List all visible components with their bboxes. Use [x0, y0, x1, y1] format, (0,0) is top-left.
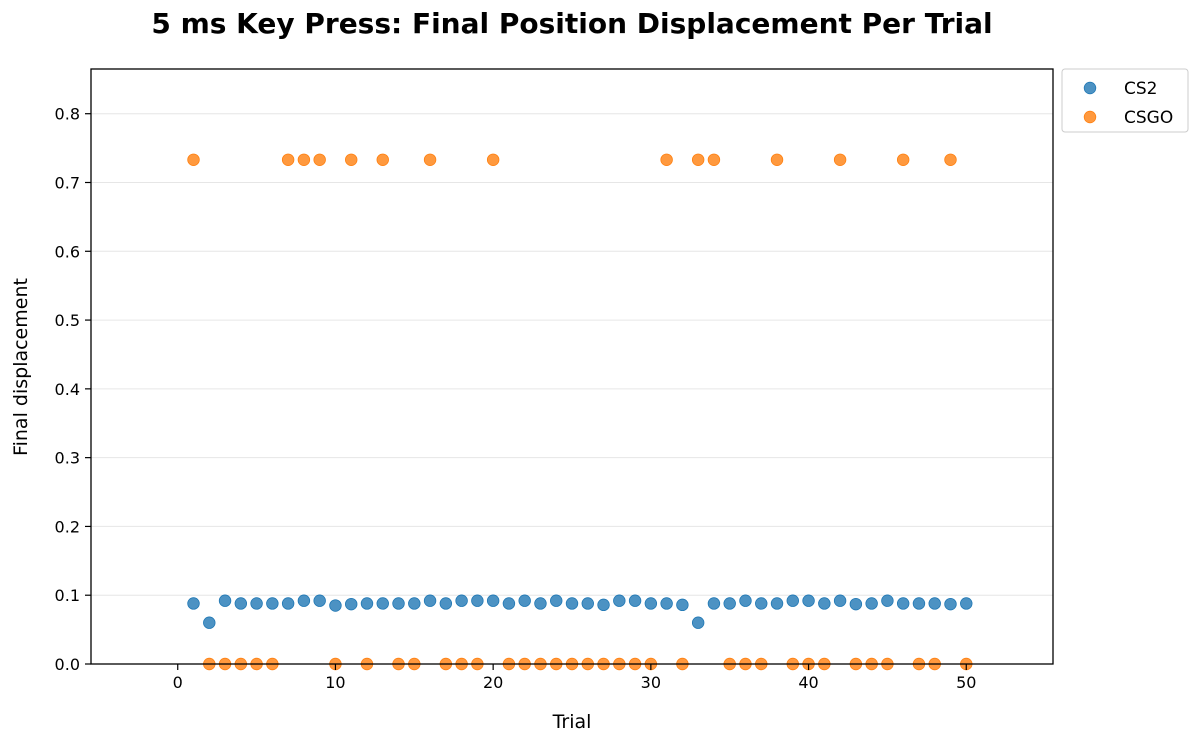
plot-area-frame: [90, 68, 1054, 665]
x-axis-ticks: 0 10 20 30 40 50: [173, 664, 976, 692]
data-point-cs2: [786, 594, 799, 607]
data-point-csgo: [833, 153, 847, 166]
data-point-cs2: [770, 597, 784, 610]
data-point-cs2: [423, 594, 437, 607]
data-point-csgo: [944, 153, 957, 166]
data-point-cs2: [881, 594, 894, 607]
data-point-cs2: [534, 597, 547, 610]
data-point-cs2: [281, 597, 295, 610]
data-point-csgo: [660, 153, 673, 166]
x-tick-label: 0: [173, 673, 183, 692]
data-point-cs2: [297, 594, 311, 607]
y-tick-label: 0.7: [55, 173, 80, 192]
data-point-cs2: [250, 597, 263, 610]
y-tick-label: 0.4: [55, 380, 80, 399]
data-point-cs2: [360, 597, 374, 610]
legend: CS2 CSGO: [1061, 68, 1189, 133]
data-point-csgo: [707, 153, 721, 166]
data-point-cs2: [644, 597, 658, 610]
data-point-cs2: [392, 597, 405, 610]
data-point-cs2: [833, 594, 847, 607]
data-point-csgo: [896, 153, 910, 166]
data-point-csgo: [187, 153, 200, 166]
data-point-cs2: [755, 597, 768, 610]
data-point-cs2: [471, 594, 484, 607]
data-point-cs2: [408, 597, 421, 610]
y-tick-label: 0.3: [55, 449, 80, 468]
chart-title: 5 ms Key Press: Final Position Displacem…: [151, 7, 992, 40]
legend-label-cs2: CS2: [1124, 79, 1157, 99]
legend-marker-csgo: [1083, 110, 1097, 124]
data-point-cs2: [739, 594, 752, 607]
y-tick-label: 0.2: [55, 517, 80, 536]
data-point-cs2: [486, 594, 500, 607]
data-point-csgo: [770, 153, 784, 166]
data-point-csgo: [423, 153, 437, 166]
y-axis-ticks: 0.0 0.1 0.2 0.3 0.4 0.5 0.6 0.7 0.8: [55, 105, 91, 674]
data-point-cs2: [502, 597, 516, 610]
y-tick-label: 0.6: [55, 242, 80, 261]
y-tick-label: 0.0: [55, 655, 80, 674]
y-tick-label: 0.5: [55, 311, 80, 330]
x-tick-label: 30: [641, 673, 661, 692]
x-tick-label: 10: [325, 673, 345, 692]
grid-lines: [91, 113, 1053, 596]
data-point-csgo: [345, 153, 358, 166]
data-point-cs2: [723, 597, 736, 610]
data-point-cs2: [802, 594, 815, 607]
legend-label-csgo: CSGO: [1124, 108, 1173, 128]
data-point-cs2: [187, 597, 200, 610]
data-point-cs2: [597, 598, 610, 612]
data-point-cs2: [896, 597, 910, 610]
y-axis-label: Final displacement: [10, 278, 32, 456]
data-point-csgo: [297, 153, 311, 166]
data-point-cs2: [676, 598, 689, 612]
data-point-cs2: [329, 599, 342, 612]
data-point-cs2: [218, 594, 232, 607]
data-point-cs2: [818, 597, 831, 610]
data-point-cs2: [565, 597, 579, 610]
x-tick-label: 20: [483, 673, 503, 692]
data-point-cs2: [345, 597, 358, 611]
x-axis-label: Trial: [552, 711, 592, 733]
data-point-cs2: [628, 594, 642, 607]
data-points: [187, 153, 973, 671]
data-point-cs2: [266, 597, 279, 610]
data-point-cs2: [928, 597, 941, 610]
data-point-cs2: [660, 597, 673, 610]
data-point-cs2: [203, 616, 216, 629]
data-point-cs2: [944, 597, 957, 611]
data-point-csgo: [313, 153, 326, 166]
data-point-cs2: [313, 594, 326, 607]
x-tick-label: 40: [798, 673, 818, 692]
data-point-cs2: [849, 597, 863, 611]
data-point-cs2: [613, 594, 626, 607]
data-point-cs2: [960, 597, 973, 610]
data-point-cs2: [691, 616, 705, 629]
data-point-cs2: [234, 597, 248, 610]
data-point-cs2: [912, 597, 926, 610]
data-point-csgo: [691, 153, 705, 166]
data-point-cs2: [550, 594, 563, 607]
data-point-csgo: [376, 153, 389, 166]
data-point-csgo: [486, 153, 500, 166]
data-point-cs2: [439, 597, 453, 610]
data-point-csgo: [281, 153, 295, 166]
data-point-cs2: [518, 594, 531, 607]
data-point-cs2: [455, 594, 468, 607]
data-point-cs2: [376, 597, 389, 610]
data-point-cs2: [581, 597, 594, 610]
y-tick-label: 0.1: [55, 586, 80, 605]
legend-marker-cs2: [1083, 81, 1097, 95]
y-tick-label: 0.8: [55, 105, 80, 124]
data-point-cs2: [865, 597, 878, 610]
x-tick-label: 50: [956, 673, 976, 692]
data-point-cs2: [707, 597, 721, 610]
